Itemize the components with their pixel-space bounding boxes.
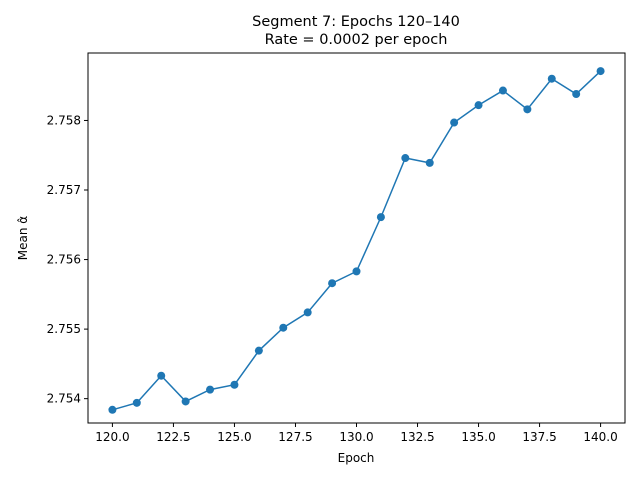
data-point (450, 118, 459, 127)
y-tick-label: 2.755 (47, 322, 81, 336)
data-point (132, 398, 141, 407)
data-point (547, 74, 556, 83)
data-point (425, 158, 434, 167)
y-tick-label: 2.756 (47, 253, 81, 267)
y-tick-label: 2.754 (47, 392, 81, 406)
x-axis-ticks: 120.0 122.5 125.0 127.5 130.0 132.5 135.0 137.5… (95, 423, 618, 444)
x-tick-label: 120.0 (95, 430, 129, 444)
data-point (279, 323, 288, 332)
x-tick-label: 135.0 (461, 430, 495, 444)
data-point (303, 308, 312, 317)
plot-area (108, 67, 605, 414)
data-point (206, 385, 215, 394)
series-line (112, 70, 602, 411)
data-point (181, 397, 190, 406)
y-axis-label: Mean α̂ (16, 216, 30, 261)
y-tick-label: 2.757 (47, 183, 81, 197)
chart-subtitle: Rate = 0.0002 per epoch (265, 32, 448, 48)
axes-frame (87, 52, 626, 424)
data-point (596, 67, 605, 76)
x-tick-label: 130.0 (339, 430, 373, 444)
data-point (401, 154, 410, 163)
data-point (352, 267, 361, 276)
chart-title: Segment 7: Epochs 120–140 (252, 14, 460, 30)
x-tick-label: 140.0 (583, 430, 617, 444)
data-point (328, 279, 337, 288)
x-tick-label: 127.5 (278, 430, 312, 444)
x-tick-label: 125.0 (217, 430, 251, 444)
y-axis-ticks: 2.754 2.755 2.756 2.757 2.758 (47, 113, 88, 406)
data-point (254, 346, 263, 355)
data-point (376, 213, 385, 222)
x-tick-label: 132.5 (400, 430, 434, 444)
data-point (230, 380, 239, 389)
data-point (523, 105, 532, 114)
data-point (474, 101, 483, 110)
x-tick-label: 122.5 (156, 430, 190, 444)
data-point (572, 90, 581, 99)
x-tick-label: 137.5 (522, 430, 556, 444)
data-point (108, 405, 117, 414)
data-point (498, 86, 507, 95)
data-point (157, 371, 166, 380)
x-axis-label: Epoch (338, 451, 375, 465)
y-tick-label: 2.758 (47, 113, 81, 127)
